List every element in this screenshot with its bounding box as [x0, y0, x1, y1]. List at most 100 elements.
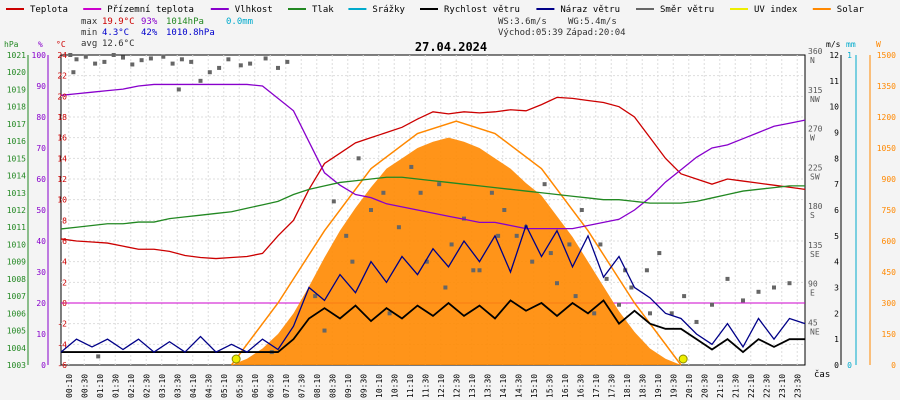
wind-direction-point [93, 61, 98, 66]
axis-tick-wind-speed: 6 [834, 206, 839, 215]
chart-title: 27.04.2024 [415, 40, 487, 54]
wind-direction-point [96, 354, 101, 359]
axis-tick-wind-speed: 8 [834, 154, 839, 163]
axis-tick-time: 07:30 [297, 374, 306, 398]
axis-tick-time: 13:30 [483, 374, 492, 398]
axis-tick-time: 21:30 [731, 374, 740, 398]
wind-direction-point [356, 156, 361, 161]
min-press: 1010.8hPa [166, 28, 215, 38]
legend-label: Teplota [30, 5, 68, 15]
wind-direction-point [285, 59, 290, 64]
legend-label: Srážky [372, 5, 405, 15]
wind-direction-point [139, 58, 144, 63]
axis-tick-time: 13:10 [468, 374, 477, 398]
axis-tick-wind-letter: W [810, 134, 815, 143]
axis-tick-humidity: 100 [32, 51, 47, 60]
wind-direction-point [555, 281, 559, 286]
axis-tick-time: 00:10 [65, 374, 74, 398]
legend-label: Náraz větru [560, 5, 620, 15]
axis-tick-wind-letter: S [810, 211, 815, 220]
wind-direction-point [489, 190, 494, 195]
axis-tick-wind-speed: 1 [834, 335, 839, 344]
wind-gust-max: WG:5.4m/s [568, 17, 617, 27]
wind-direction-point [424, 259, 429, 264]
axis-tick-time: 19:30 [669, 374, 678, 398]
axis-tick-time: 08:30 [328, 374, 337, 398]
series-solar-area [61, 137, 805, 365]
axis-tick-time: 22:10 [747, 374, 756, 398]
wind-direction-point [207, 70, 212, 75]
wind-direction-point [741, 298, 745, 303]
axis-tick-wind-speed: 0 [834, 361, 839, 370]
axis-tick-wind-letter: N [810, 56, 815, 65]
wind-direction-point [579, 208, 584, 212]
max-temp: 19.9°C [102, 17, 135, 27]
wind-direction-point [443, 285, 448, 290]
axis-tick-time: 18:10 [623, 374, 632, 398]
axis-tick-humidity: 40 [36, 237, 46, 246]
axis-tick-wind-speed: 5 [834, 232, 839, 241]
axis-units: hPa % °C m/s mm W čas [4, 40, 881, 380]
axis-tick-time: 15:30 [545, 374, 554, 398]
min-label: min [81, 28, 97, 38]
axis-tick-pressure: 1010 [7, 240, 26, 249]
axis-tick-temperature: -4 [57, 340, 67, 349]
axis-tick-time: 03:10 [158, 374, 167, 398]
wind-direction-point [756, 289, 761, 294]
wind-direction-point [477, 268, 482, 273]
wind-direction-point [530, 259, 535, 264]
axis-tick-solar: 600 [882, 237, 897, 246]
axis-tick-wind-speed: 4 [834, 258, 839, 267]
wind-direction-point [344, 233, 349, 238]
unit-hpa: hPa [4, 40, 19, 49]
series-temperature-line [60, 96, 806, 260]
sunset-time: Západ:20:04 [566, 28, 626, 38]
axis-tick-pressure: 1007 [7, 292, 26, 301]
wind-direction-point [350, 259, 355, 264]
wind-direction-point [102, 59, 107, 64]
wind-direction-point [542, 182, 547, 187]
axis-tick-pressure: 1006 [7, 309, 26, 318]
sunrise-marker [231, 354, 241, 364]
axis-tick-solar: 750 [882, 206, 897, 215]
axis-tick-pressure: 1015 [7, 154, 26, 163]
wind-direction-point [657, 251, 662, 256]
axis-tick-solar: 150 [882, 330, 897, 339]
axis-tick-time: 17:30 [607, 374, 616, 398]
max-hum: 93% [141, 17, 158, 27]
axis-tick-time: 11:30 [421, 374, 430, 398]
legend-label: UV index [754, 5, 798, 15]
axis-tick-temperature: 2 [62, 278, 67, 287]
wind-direction-point [496, 233, 501, 238]
wind-direction-point [83, 54, 88, 59]
axis-tick-wind-direction: 90 [808, 280, 818, 289]
wind-direction-point [396, 225, 401, 230]
wind-direction-point [710, 302, 714, 307]
axis-tick-pressure: 1003 [7, 361, 26, 370]
axis-tick-wind-letter: SE [810, 250, 820, 259]
wind-direction-point [179, 57, 184, 62]
axis-tick-pressure: 1019 [7, 85, 26, 94]
axis-tick-time: 05:10 [220, 374, 229, 398]
axis-tick-pressure: 1020 [7, 68, 26, 77]
wind-direction-point [217, 65, 222, 70]
axis-tick-time: 04:30 [204, 374, 213, 398]
axis-tick-time: 01:30 [111, 374, 120, 398]
axis-tick-pressure: 1005 [7, 327, 26, 336]
axis-tick-time: 01:10 [96, 374, 105, 398]
wind-direction-point [238, 63, 243, 68]
axis-tick-pressure: 1012 [7, 206, 26, 215]
axis-tick-rain: 0 [847, 361, 852, 370]
axis-tick-solar: 450 [882, 268, 897, 277]
axis-tick-solar: 300 [882, 299, 897, 308]
wind-direction-point [437, 182, 442, 187]
wind-direction-point [409, 164, 414, 169]
axis-tick-temperature: 18 [57, 113, 67, 122]
wind-direction-point [787, 281, 792, 286]
legend-label: Přízemní teplota [107, 5, 194, 15]
axis-tick-time: 22:30 [762, 374, 771, 398]
axis-tick-time: 11:10 [406, 374, 415, 398]
wind-direction-point [669, 311, 674, 316]
axis-tick-solar: 0 [891, 361, 896, 370]
